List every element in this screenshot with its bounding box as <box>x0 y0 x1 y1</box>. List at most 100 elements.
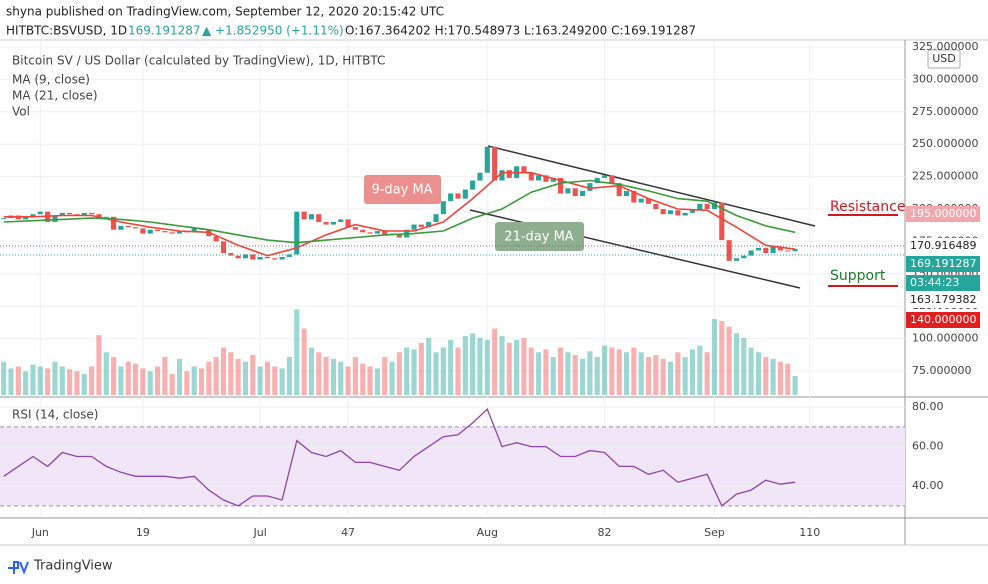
volume-bar <box>528 347 534 395</box>
candle-body <box>308 214 315 220</box>
candle-body <box>748 250 754 256</box>
candle-body <box>492 146 498 181</box>
volume-bar <box>213 357 219 395</box>
candle-body <box>499 170 505 181</box>
volume-bar <box>345 366 351 395</box>
volume-bar <box>675 352 681 395</box>
candle-body <box>250 254 256 260</box>
volume-bar <box>748 347 754 395</box>
x-tick-label: 82 <box>598 526 612 539</box>
candle-body <box>587 183 593 191</box>
volume-bar <box>492 328 498 395</box>
volume-bar <box>308 347 315 395</box>
y-tick-label: 40.00 <box>912 479 944 492</box>
candle-body <box>792 248 798 252</box>
candle-body <box>367 232 373 234</box>
candle-body <box>785 250 791 252</box>
candle-body <box>616 183 622 197</box>
volume-bar <box>272 366 278 395</box>
candle-body <box>763 247 769 254</box>
volume-bar <box>616 349 622 395</box>
volume-bar <box>726 326 732 395</box>
volume-bar <box>418 342 424 395</box>
volume-bar <box>572 355 578 395</box>
y-tick-label: 275.000000 <box>912 105 978 118</box>
candle-body <box>638 198 644 203</box>
volume-bar <box>169 374 175 395</box>
volume-bar <box>448 339 454 395</box>
candle-body <box>455 193 461 199</box>
candle-body <box>1 218 7 220</box>
candle-body <box>411 224 417 230</box>
volume-bar <box>1 361 7 395</box>
volume-bar <box>242 361 249 395</box>
volume-bar <box>660 358 666 395</box>
change: ▲ +1.852950 (+1.11%) <box>202 24 344 38</box>
candle-body <box>67 212 73 215</box>
y-tick-label: 80.00 <box>912 400 944 413</box>
y-tick-label: 250.000000 <box>912 137 978 150</box>
y-tick-label: 325.000000 <box>912 40 978 53</box>
volume-bar <box>587 351 593 395</box>
volume-bar <box>580 358 586 395</box>
price-tag-label: 140.000000 <box>910 313 976 326</box>
volume-bar <box>763 357 769 395</box>
y-tick-label: 300.000000 <box>912 72 978 85</box>
volume-bar <box>404 347 410 395</box>
candle-body <box>169 232 175 234</box>
candle-body <box>543 175 549 182</box>
volume-bar <box>777 361 783 395</box>
currency-box <box>927 49 961 69</box>
publisher: shyna published on TradingView.com, Sept… <box>6 5 444 19</box>
volume-bar <box>755 352 762 395</box>
volume-bar <box>8 368 14 395</box>
candle-body <box>697 203 703 211</box>
candle-body <box>154 229 161 232</box>
volume-bar <box>360 363 366 395</box>
candle-body <box>191 228 197 233</box>
volume-bar <box>59 366 65 395</box>
candle-body <box>484 146 490 173</box>
candle-body <box>623 190 630 197</box>
price-tag <box>906 256 980 272</box>
volume-bar <box>594 357 600 395</box>
candle-body <box>81 212 87 216</box>
legend-title: Bitcoin SV / US Dollar (calculated by Tr… <box>12 54 385 68</box>
volume-bar <box>30 364 36 395</box>
volume-bar <box>792 376 798 395</box>
candle-body <box>565 188 571 194</box>
volume-bar <box>631 347 637 395</box>
candle-body <box>345 219 351 228</box>
candle-body <box>294 211 300 255</box>
volume-bar <box>374 368 380 395</box>
symbol: HITBTC:BSVUSD, 1D <box>6 24 127 38</box>
candle-body <box>609 175 615 184</box>
volume-bar <box>220 347 227 395</box>
candle-body <box>689 210 696 213</box>
brand: TradingView <box>33 559 113 574</box>
candle-body <box>316 214 322 222</box>
candle-body <box>118 225 124 230</box>
annotation: Support <box>830 268 886 284</box>
candle-body <box>242 254 249 259</box>
price-tag <box>906 206 980 222</box>
candle-body <box>528 172 534 181</box>
candle-body <box>96 214 102 219</box>
ma-line <box>3 179 796 244</box>
volume-bar <box>601 345 608 395</box>
candle-body <box>675 210 681 216</box>
volume-bar <box>667 361 674 395</box>
price-tag-label: 170.916489 <box>910 239 976 252</box>
candle-body <box>594 177 600 184</box>
candle-body <box>572 188 578 197</box>
volume-bar <box>176 358 183 395</box>
volume-bar <box>103 352 109 395</box>
candle-body <box>213 236 219 242</box>
volume-bar <box>198 368 205 395</box>
logo <box>8 561 29 575</box>
x-tick-label: Jul <box>253 526 267 539</box>
candle-body <box>580 190 586 197</box>
candle-body <box>23 216 29 220</box>
rsi-band <box>0 426 905 506</box>
